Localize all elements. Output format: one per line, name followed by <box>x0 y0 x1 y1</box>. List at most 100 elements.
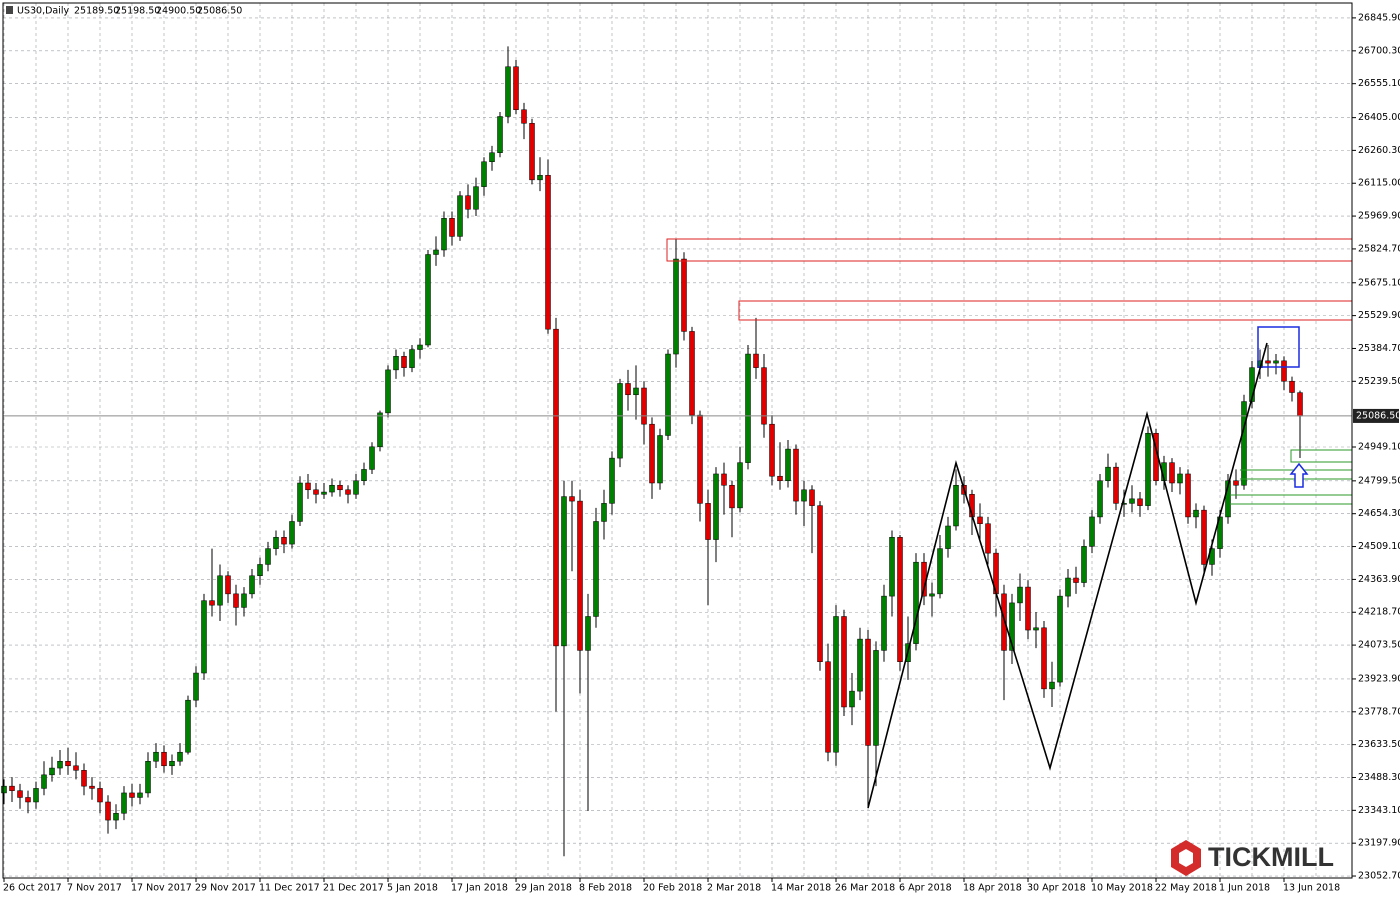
support-line <box>1230 469 1352 505</box>
candle-body <box>217 575 223 606</box>
y-tick-label: 24509.10 <box>1358 541 1400 552</box>
candle-body <box>17 790 23 798</box>
candle-body <box>1025 586 1031 631</box>
y-tick-label: 23633.50 <box>1358 739 1400 750</box>
candle-body <box>657 435 663 484</box>
candle-body <box>697 414 703 504</box>
y-tick-label: 24218.70 <box>1358 607 1400 618</box>
x-tick-label: 11 Dec 2017 <box>259 883 320 894</box>
candle-body <box>25 797 31 803</box>
candle-body <box>457 195 463 237</box>
candle-body <box>825 661 831 753</box>
zigzag-line <box>867 342 1268 809</box>
last-price-box <box>1353 408 1399 423</box>
candle-body <box>521 109 527 124</box>
candle-body <box>1001 593 1007 651</box>
candle-body <box>81 770 87 787</box>
annotations <box>666 238 1352 809</box>
x-tick-label: 29 Nov 2017 <box>195 883 256 894</box>
candle-body <box>849 690 855 708</box>
y-tick-label: 25239.50 <box>1358 376 1400 387</box>
candle-body <box>585 616 591 651</box>
candle-body <box>897 537 903 662</box>
candle-body <box>313 489 319 495</box>
candle-body <box>1041 627 1047 690</box>
candle-body <box>1265 360 1271 364</box>
candle-body <box>641 387 647 425</box>
header-open: 25189.50 <box>74 6 119 17</box>
candle-body <box>1185 473 1191 518</box>
candle-body <box>513 66 519 110</box>
candle-body <box>1 785 7 794</box>
x-tick-label: 17 Nov 2017 <box>131 883 192 894</box>
candle-body <box>649 423 655 484</box>
candle-body <box>377 412 383 448</box>
candle-body <box>601 503 607 522</box>
axis-layer: 26845.90 26700.30 26555.10 26405.00 26260.30… <box>3 12 1400 893</box>
y-tick-label: 24363.90 <box>1358 574 1400 585</box>
candle-body <box>913 561 919 644</box>
candle-body <box>857 638 863 692</box>
candle-body <box>65 761 71 767</box>
y-tick-label: 23923.90 <box>1358 673 1400 684</box>
candle-layer <box>1 46 1352 857</box>
candle-body <box>889 537 895 597</box>
candle-body <box>305 482 311 491</box>
y-tick-label: 26555.10 <box>1358 78 1400 89</box>
candle-body <box>73 765 79 771</box>
resistance-zone <box>738 300 1352 321</box>
candle-body <box>1121 503 1127 505</box>
candle-body <box>209 600 215 606</box>
y-tick-label: 26845.90 <box>1358 12 1400 23</box>
candle-body <box>33 788 39 803</box>
candle-body <box>705 503 711 540</box>
candle-body <box>1289 380 1295 393</box>
x-tick-label: 13 Jun 2018 <box>1283 883 1340 894</box>
candle-body <box>593 521 599 617</box>
candle-body <box>321 491 327 495</box>
candle-body <box>1057 595 1063 683</box>
candle-body <box>497 116 503 153</box>
candle-body <box>369 446 375 470</box>
candle-body <box>241 593 247 608</box>
highlight-box <box>1257 326 1300 368</box>
candle-body <box>785 448 791 481</box>
candle-body <box>1129 498 1135 504</box>
candle-body <box>1193 509 1199 518</box>
candle-body <box>1177 473 1183 484</box>
x-tick-label: 8 Feb 2018 <box>579 883 632 894</box>
last-price-label: 25086.50 <box>1356 410 1400 421</box>
candle-body <box>137 792 143 798</box>
candle-body <box>1145 432 1151 506</box>
candle-body <box>737 462 743 509</box>
y-tick-label: 26260.30 <box>1358 145 1400 156</box>
candle-body <box>537 175 543 181</box>
y-tick-label: 25969.90 <box>1358 211 1400 222</box>
y-tick-label: 24654.30 <box>1358 508 1400 519</box>
header-low: 24900.50 <box>156 6 201 17</box>
y-tick-label: 23197.90 <box>1358 838 1400 849</box>
x-tick-label: 6 Apr 2018 <box>899 883 952 894</box>
candle-body <box>249 575 255 595</box>
y-tick-label: 24799.50 <box>1358 475 1400 486</box>
candle-body <box>233 593 239 608</box>
candle-body <box>409 349 415 368</box>
x-tick-label: 21 Dec 2017 <box>323 883 384 894</box>
candle-body <box>361 469 367 481</box>
candle-body <box>153 751 159 762</box>
candle-body <box>729 485 735 509</box>
x-tick-label: 26 Oct 2017 <box>3 883 62 894</box>
candle-body <box>777 475 783 481</box>
candle-body <box>801 489 807 502</box>
candle-body <box>9 785 15 791</box>
candle-body <box>297 482 303 522</box>
candle-body <box>945 525 951 549</box>
candle-body <box>577 500 583 651</box>
y-tick-label: 23488.30 <box>1358 772 1400 783</box>
candle-body <box>425 254 431 346</box>
candle-body <box>489 152 495 163</box>
candle-body <box>713 473 719 540</box>
